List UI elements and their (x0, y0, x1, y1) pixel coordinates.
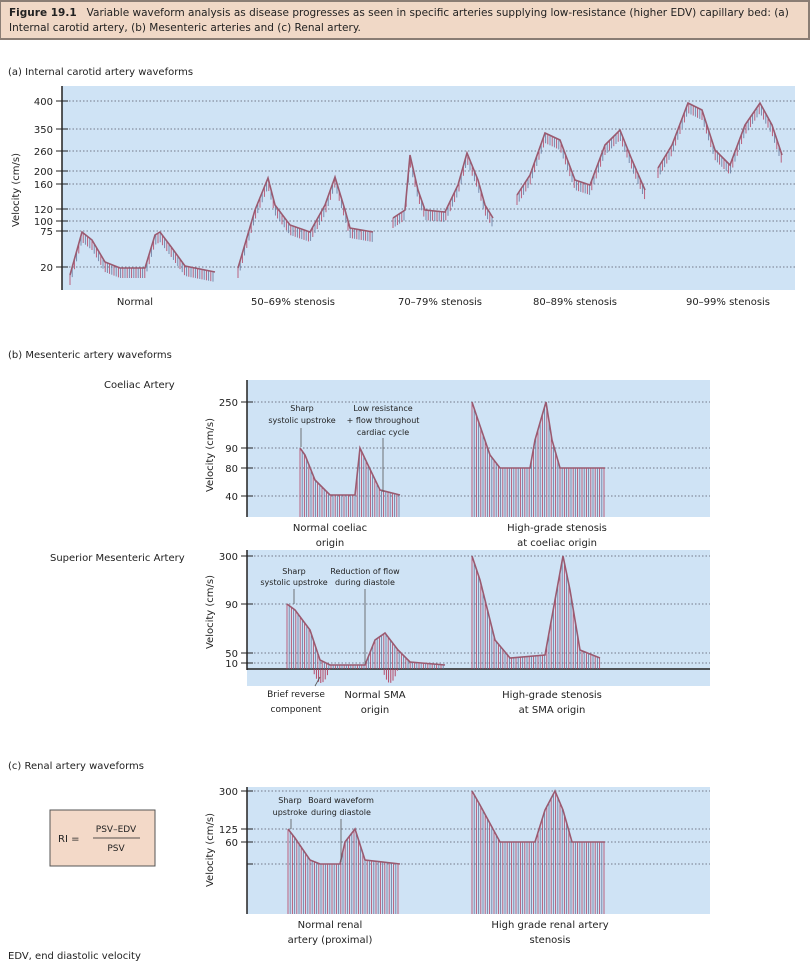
renal-stenosis-label-2: stenosis (530, 935, 571, 946)
coeliac-normal-label-1: Normal coeliac (293, 523, 367, 534)
sma-stenosis-wave (471, 555, 601, 669)
y-tick-label: 120 (34, 205, 53, 216)
ri-denominator: PSV (107, 844, 125, 854)
waveform-envelope (287, 827, 401, 865)
carotid-chart-area (62, 86, 795, 290)
carotid-category-label: 90–99% stenosis (686, 297, 770, 308)
sma-annot-2: systolic upstroke (260, 578, 327, 587)
panel-b-title: (b) Mesenteric artery waveforms (8, 350, 172, 361)
waveform-envelope (69, 230, 216, 276)
y-tick-label: 100 (34, 217, 53, 228)
sma-y-label: Velocity (cm/s) (205, 575, 216, 649)
waveform-envelope (286, 603, 446, 666)
y-tick-label: 20 (40, 263, 53, 274)
coeliac-stenosis-label-1: High-grade stenosis (507, 523, 607, 534)
figure-caption: Variable waveform analysis as disease pr… (9, 7, 789, 34)
y-tick-label: 125 (219, 825, 238, 836)
panel-a-title: (a) Internal carotid artery waveforms (8, 67, 193, 78)
sma-normal-label-2: origin (361, 705, 389, 716)
waveform-envelope (299, 445, 401, 496)
renal-stenosis-label-1: High grade renal artery (491, 920, 608, 931)
carotid-category-label: Normal (117, 297, 153, 308)
coeliac-annot-1: Sharp (290, 404, 313, 413)
sma-normal-label-1: Normal SMA (344, 690, 405, 701)
sma-reverse-label-2: component (271, 705, 322, 715)
y-tick-label: 300 (219, 552, 238, 563)
y-tick-label: 90 (225, 600, 238, 611)
renal-y-label: Velocity (cm/s) (205, 813, 216, 887)
coeliac-annot-5: cardiac cycle (357, 428, 409, 437)
carotid-category-label: 50–69% stenosis (251, 297, 335, 308)
carotid-normal-wave (69, 230, 216, 285)
panel-c-title: (c) Renal artery waveforms (8, 761, 144, 772)
coeliac-annot-2: systolic upstroke (268, 416, 335, 425)
renal-annot-4: during diastole (311, 808, 371, 817)
renal-annot-2: upstroke (273, 808, 308, 817)
waveform-envelope (516, 128, 646, 196)
coeliac-stenosis-label-2: at coeliac origin (517, 538, 597, 549)
y-tick-label: 50 (225, 649, 238, 660)
sma-annot-1: Sharp (282, 567, 305, 576)
carotid-50-69-wave (237, 174, 374, 278)
ri-formula-box: RI = PSV–EDV PSV (49, 809, 156, 867)
sma-stenosis-label-1: High-grade stenosis (502, 690, 602, 701)
coeliac-stenosis-wave (471, 401, 605, 517)
footnote: EDV, end diastolic velocity (8, 951, 141, 962)
y-tick-label: 10 (225, 659, 238, 670)
renal-normal-label-1: Normal renal (298, 920, 363, 931)
y-tick-label: 300 (219, 787, 238, 798)
y-tick-label: 160 (34, 180, 53, 191)
sma-annot-4: during diastole (335, 578, 395, 587)
carotid-category-label: 70–79% stenosis (398, 297, 482, 308)
sma-annot-3: Reduction of flow (330, 567, 400, 576)
y-tick-label: 200 (34, 167, 53, 178)
y-tick-label: 90 (225, 444, 238, 455)
waveform-envelope (657, 101, 783, 169)
coeliac-annot-4: + flow throughout (347, 416, 420, 425)
carotid-80-89-wave (516, 128, 646, 205)
coeliac-normal-wave (299, 445, 401, 517)
y-tick-label: 75 (40, 227, 53, 238)
carotid-y-label: Velocity (cm/s) (11, 153, 22, 227)
y-tick-label: 350 (34, 125, 53, 136)
sma-stenosis-label-2: at SMA origin (519, 705, 586, 716)
coeliac-normal-label-2: origin (316, 538, 344, 549)
carotid-90-99-wave (657, 101, 783, 178)
waveform-envelope (237, 174, 374, 269)
waveform-envelope (471, 555, 601, 659)
ri-numerator: PSV–EDV (96, 825, 137, 835)
y-tick-label: 400 (34, 97, 53, 108)
waveform-envelope (471, 401, 605, 469)
sma-normal-wave (286, 603, 446, 683)
y-tick-label: 60 (225, 838, 238, 849)
y-tick-label: 40 (225, 492, 238, 503)
y-tick-label: 80 (225, 464, 238, 475)
figure-header: Figure 19.1 Variable waveform analysis a… (0, 0, 810, 40)
sma-label: Superior Mesenteric Artery (50, 553, 185, 564)
renal-annot-1: Sharp (278, 796, 301, 805)
coeliac-y-label: Velocity (cm/s) (205, 418, 216, 492)
y-tick-label: 260 (34, 147, 53, 158)
coeliac-label: Coeliac Artery (104, 380, 175, 391)
carotid-category-label: 80–89% stenosis (533, 297, 617, 308)
ri-lhs: RI = (58, 834, 79, 845)
coeliac-annot-3: Low resistance (353, 404, 412, 413)
renal-normal-wave (287, 827, 401, 914)
renal-stenosis-wave (471, 789, 605, 914)
figure-number: Figure 19.1 (9, 7, 77, 19)
waveform-envelope (392, 150, 494, 219)
y-tick-label: 250 (219, 398, 238, 409)
renal-annot-3: Board waveform (308, 796, 374, 805)
carotid-70-79-wave (392, 150, 494, 228)
waveform-envelope (471, 789, 605, 843)
sma-reverse-label-1: Brief reverse (267, 690, 325, 700)
renal-normal-label-2: artery (proximal) (288, 935, 373, 946)
